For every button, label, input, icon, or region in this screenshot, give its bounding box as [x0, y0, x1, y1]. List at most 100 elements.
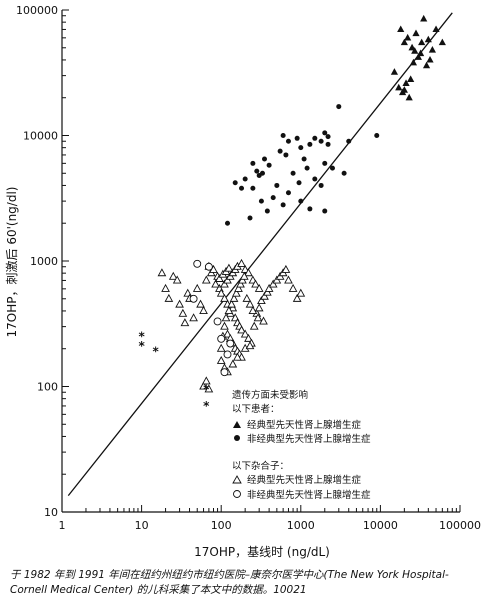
open-triangle-point	[192, 283, 202, 292]
open-triangle-point	[216, 355, 226, 364]
y-axis-ticks	[62, 9, 69, 513]
open-triangle-point	[216, 343, 226, 352]
open-triangle-point	[211, 279, 220, 288]
legend-filled-circle-icon	[234, 435, 240, 441]
open-circle-point	[204, 262, 213, 271]
open-triangle-point	[264, 283, 274, 292]
filled-triangle-point	[402, 79, 410, 87]
filled-circle-point	[298, 198, 304, 204]
filled-circle-point	[254, 168, 260, 174]
open-triangle-point	[245, 341, 255, 350]
open-triangle-point	[199, 381, 208, 390]
filled-circle-point	[322, 208, 328, 214]
x-tick-label: 100	[211, 519, 232, 532]
filled-circle-point	[264, 208, 270, 214]
filled-triangle-point	[438, 38, 446, 46]
filled-circle-point	[346, 138, 352, 144]
open-triangle-point	[260, 291, 269, 300]
filled-triangle-point	[418, 38, 426, 46]
open-circle-point	[226, 339, 235, 348]
open-triangle-point	[234, 283, 243, 292]
open-triangle-point	[244, 268, 253, 277]
open-triangle-point	[204, 384, 214, 393]
x-tick-label: 10	[135, 519, 149, 532]
open-triangle-point	[229, 293, 239, 302]
filled-triangle-point	[400, 38, 408, 46]
y-axis-label: 17OHP，刺激后 60'(ng/dl)	[5, 187, 19, 338]
filled-triangle-point	[432, 25, 440, 33]
y-tick-label: 1000	[30, 255, 58, 268]
filled-circle-point	[318, 182, 324, 188]
open-triangle-point	[220, 279, 229, 288]
figure-caption: 于 1982 年到 1991 年间在纽约州纽约市纽约医院–康奈尔医学中心(The…	[10, 569, 449, 596]
open-triangle-point	[201, 376, 211, 385]
filled-circle-point	[318, 138, 324, 144]
open-triangle-point	[168, 271, 178, 280]
x-tick-label: 10000	[363, 519, 398, 532]
filled-triangle-point	[424, 35, 432, 43]
legend-entry-label: 经典型先天性肾上腺增生症	[247, 419, 362, 431]
open-triangle-point	[224, 306, 234, 314]
open-triangle-point	[178, 308, 188, 317]
filled-circle-point	[312, 135, 318, 141]
filled-circle-point	[280, 202, 286, 208]
open-triangle-point	[221, 313, 231, 322]
y-tick-label: 10000	[23, 130, 58, 143]
filled-circle-point	[250, 185, 256, 191]
filled-circle-point	[259, 170, 265, 176]
open-triangle-point	[231, 288, 241, 297]
filled-circle-point	[239, 185, 245, 191]
open-triangle-point	[254, 283, 264, 292]
asterisk-point: *	[138, 339, 145, 353]
x-tick-label: 100000	[439, 519, 481, 532]
filled-circle-point	[258, 198, 264, 204]
open-triangle-point	[254, 303, 264, 312]
open-triangle-point	[253, 313, 263, 322]
filled-circle-point	[285, 138, 291, 144]
open-triangle-point	[272, 275, 282, 284]
open-triangle-point	[292, 293, 302, 302]
filled-circle-point	[325, 134, 331, 140]
filled-circle-point	[301, 156, 307, 162]
legend-open-triangle-icon	[232, 475, 242, 484]
open-triangle-point	[223, 275, 232, 284]
open-triangle-point	[228, 303, 238, 312]
filled-circle-point	[262, 156, 268, 162]
open-circle-point	[223, 350, 232, 359]
filled-circle-point	[274, 182, 280, 188]
filled-circle-point	[296, 180, 302, 186]
open-triangle-point	[284, 275, 293, 284]
open-triangle-point	[257, 296, 266, 305]
open-triangle-point	[233, 352, 242, 361]
open-triangle-point	[240, 264, 250, 273]
filled-circle-point	[312, 176, 318, 182]
filled-circle-point	[242, 176, 248, 182]
filled-triangle-point	[400, 86, 408, 93]
open-triangle-point	[224, 263, 234, 272]
open-triangle-point	[223, 329, 232, 338]
filled-triangle-point	[428, 46, 436, 53]
open-triangle-point	[251, 279, 260, 288]
open-triangle-point	[161, 283, 170, 292]
x-tick-label: 1	[59, 519, 66, 532]
open-triangle-point	[215, 273, 224, 282]
filled-triangle-point	[407, 75, 415, 82]
open-triangle-point	[281, 264, 291, 273]
legend-entry-label: 经典型先天性肾上腺增生症	[247, 474, 362, 486]
open-triangle-point	[240, 329, 250, 338]
filled-triangle-point	[414, 53, 422, 60]
filled-circle-point	[225, 220, 231, 226]
open-triangle-point	[175, 299, 184, 308]
y-tick-label: 100	[37, 381, 58, 394]
open-triangle-point	[236, 279, 245, 288]
filled-circle-point	[374, 133, 380, 138]
filled-triangle-point	[408, 43, 416, 51]
open-triangle-point	[259, 316, 268, 325]
legend-group1-label: 以下患者：	[232, 403, 280, 415]
open-triangle-point	[201, 275, 211, 284]
asterisk-point: *	[203, 399, 210, 413]
open-triangle-point	[189, 313, 198, 322]
filled-triangle-point	[420, 14, 428, 22]
filled-circle-point	[232, 180, 238, 186]
filled-circle-point	[283, 152, 289, 158]
